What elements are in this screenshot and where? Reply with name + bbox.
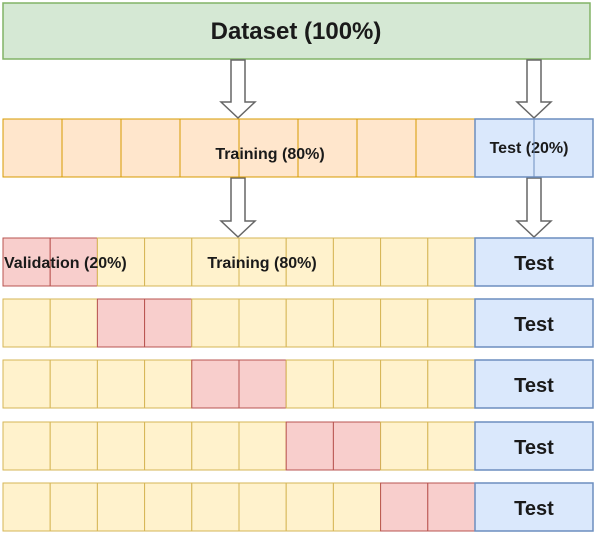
training-cell	[49, 421, 98, 471]
training-cell	[380, 359, 429, 409]
test-box	[474, 482, 594, 532]
fold-row: Test	[2, 421, 594, 471]
training-cell	[332, 298, 382, 348]
training-cell	[285, 482, 334, 532]
training-cell	[332, 482, 382, 532]
training-cell	[191, 298, 240, 348]
training-cell	[191, 421, 240, 471]
validation-cell	[2, 237, 51, 287]
training-cell	[427, 237, 476, 287]
dataset-box	[2, 2, 591, 60]
training-cell	[144, 421, 193, 471]
training-cell	[285, 237, 334, 287]
training-cell	[238, 298, 287, 348]
training-split-cells	[2, 118, 476, 178]
fold-rows: Test Test Test Test Test	[2, 237, 594, 532]
training-cell	[49, 298, 98, 348]
training-cell	[238, 482, 287, 532]
test-box	[474, 298, 594, 348]
test-box	[474, 421, 594, 471]
training-cell	[427, 359, 476, 409]
test-label: Test	[514, 253, 554, 275]
training-cell	[144, 359, 193, 409]
training-split-label: Training (80%)	[215, 146, 324, 163]
training-cell	[96, 237, 146, 287]
training-cell	[2, 298, 51, 348]
validation-cell	[191, 359, 240, 409]
test-box	[474, 359, 594, 409]
training-split-cell	[61, 118, 122, 178]
test-label: Test	[514, 375, 554, 397]
test-label: Test	[514, 437, 554, 459]
validation-cell	[380, 482, 429, 532]
training-cell	[2, 482, 51, 532]
fold-row: Test	[2, 482, 594, 532]
fold-row: Test	[2, 237, 594, 287]
training-cell	[2, 359, 51, 409]
down-arrow-icon	[515, 59, 553, 120]
training-cell	[96, 421, 146, 471]
training-cell	[380, 237, 429, 287]
training-cell	[96, 359, 146, 409]
validation-cell	[238, 359, 287, 409]
flow-arrows	[219, 59, 553, 239]
training-cell	[380, 421, 429, 471]
validation-cell	[427, 482, 476, 532]
dataset-label: Dataset (100%)	[211, 18, 382, 45]
training-cell	[332, 359, 382, 409]
training-cell	[191, 482, 240, 532]
training-split-cell	[2, 118, 63, 178]
training-cell	[191, 237, 240, 287]
validation-cell	[285, 421, 334, 471]
training-cell	[332, 237, 382, 287]
down-arrow-icon	[515, 177, 553, 239]
fold-training-label: Training (80%)	[207, 255, 316, 272]
training-cell	[144, 482, 193, 532]
validation-label: Validation (20%)	[4, 255, 127, 272]
validation-cell	[332, 421, 382, 471]
training-cell	[96, 482, 146, 532]
training-split-cell	[415, 118, 476, 178]
down-arrow-icon	[219, 177, 257, 239]
training-split-cell	[297, 118, 358, 178]
training-cell	[238, 237, 287, 287]
training-cell	[285, 298, 334, 348]
training-split-cell	[120, 118, 181, 178]
test-split-label: Test (20%)	[490, 140, 569, 157]
training-cell	[427, 421, 476, 471]
split-row: Training (80%) Test (20%)	[2, 118, 594, 178]
test-label: Test	[514, 314, 554, 336]
test-box	[474, 237, 594, 287]
validation-cell	[96, 298, 146, 348]
training-cell	[427, 298, 476, 348]
training-cell	[49, 482, 98, 532]
training-cell	[285, 359, 334, 409]
validation-cell	[144, 298, 193, 348]
training-cell	[2, 421, 51, 471]
down-arrow-icon	[219, 59, 257, 120]
training-split-cell	[238, 118, 299, 178]
fold-row: Test	[2, 359, 594, 409]
training-split-cell	[356, 118, 417, 178]
training-cell	[49, 359, 98, 409]
training-cell	[380, 298, 429, 348]
training-cell	[144, 237, 193, 287]
fold-row: Test	[2, 298, 594, 348]
test-label: Test	[514, 498, 554, 520]
dataset-block: Dataset (100%)	[2, 2, 591, 60]
training-cell	[238, 421, 287, 471]
